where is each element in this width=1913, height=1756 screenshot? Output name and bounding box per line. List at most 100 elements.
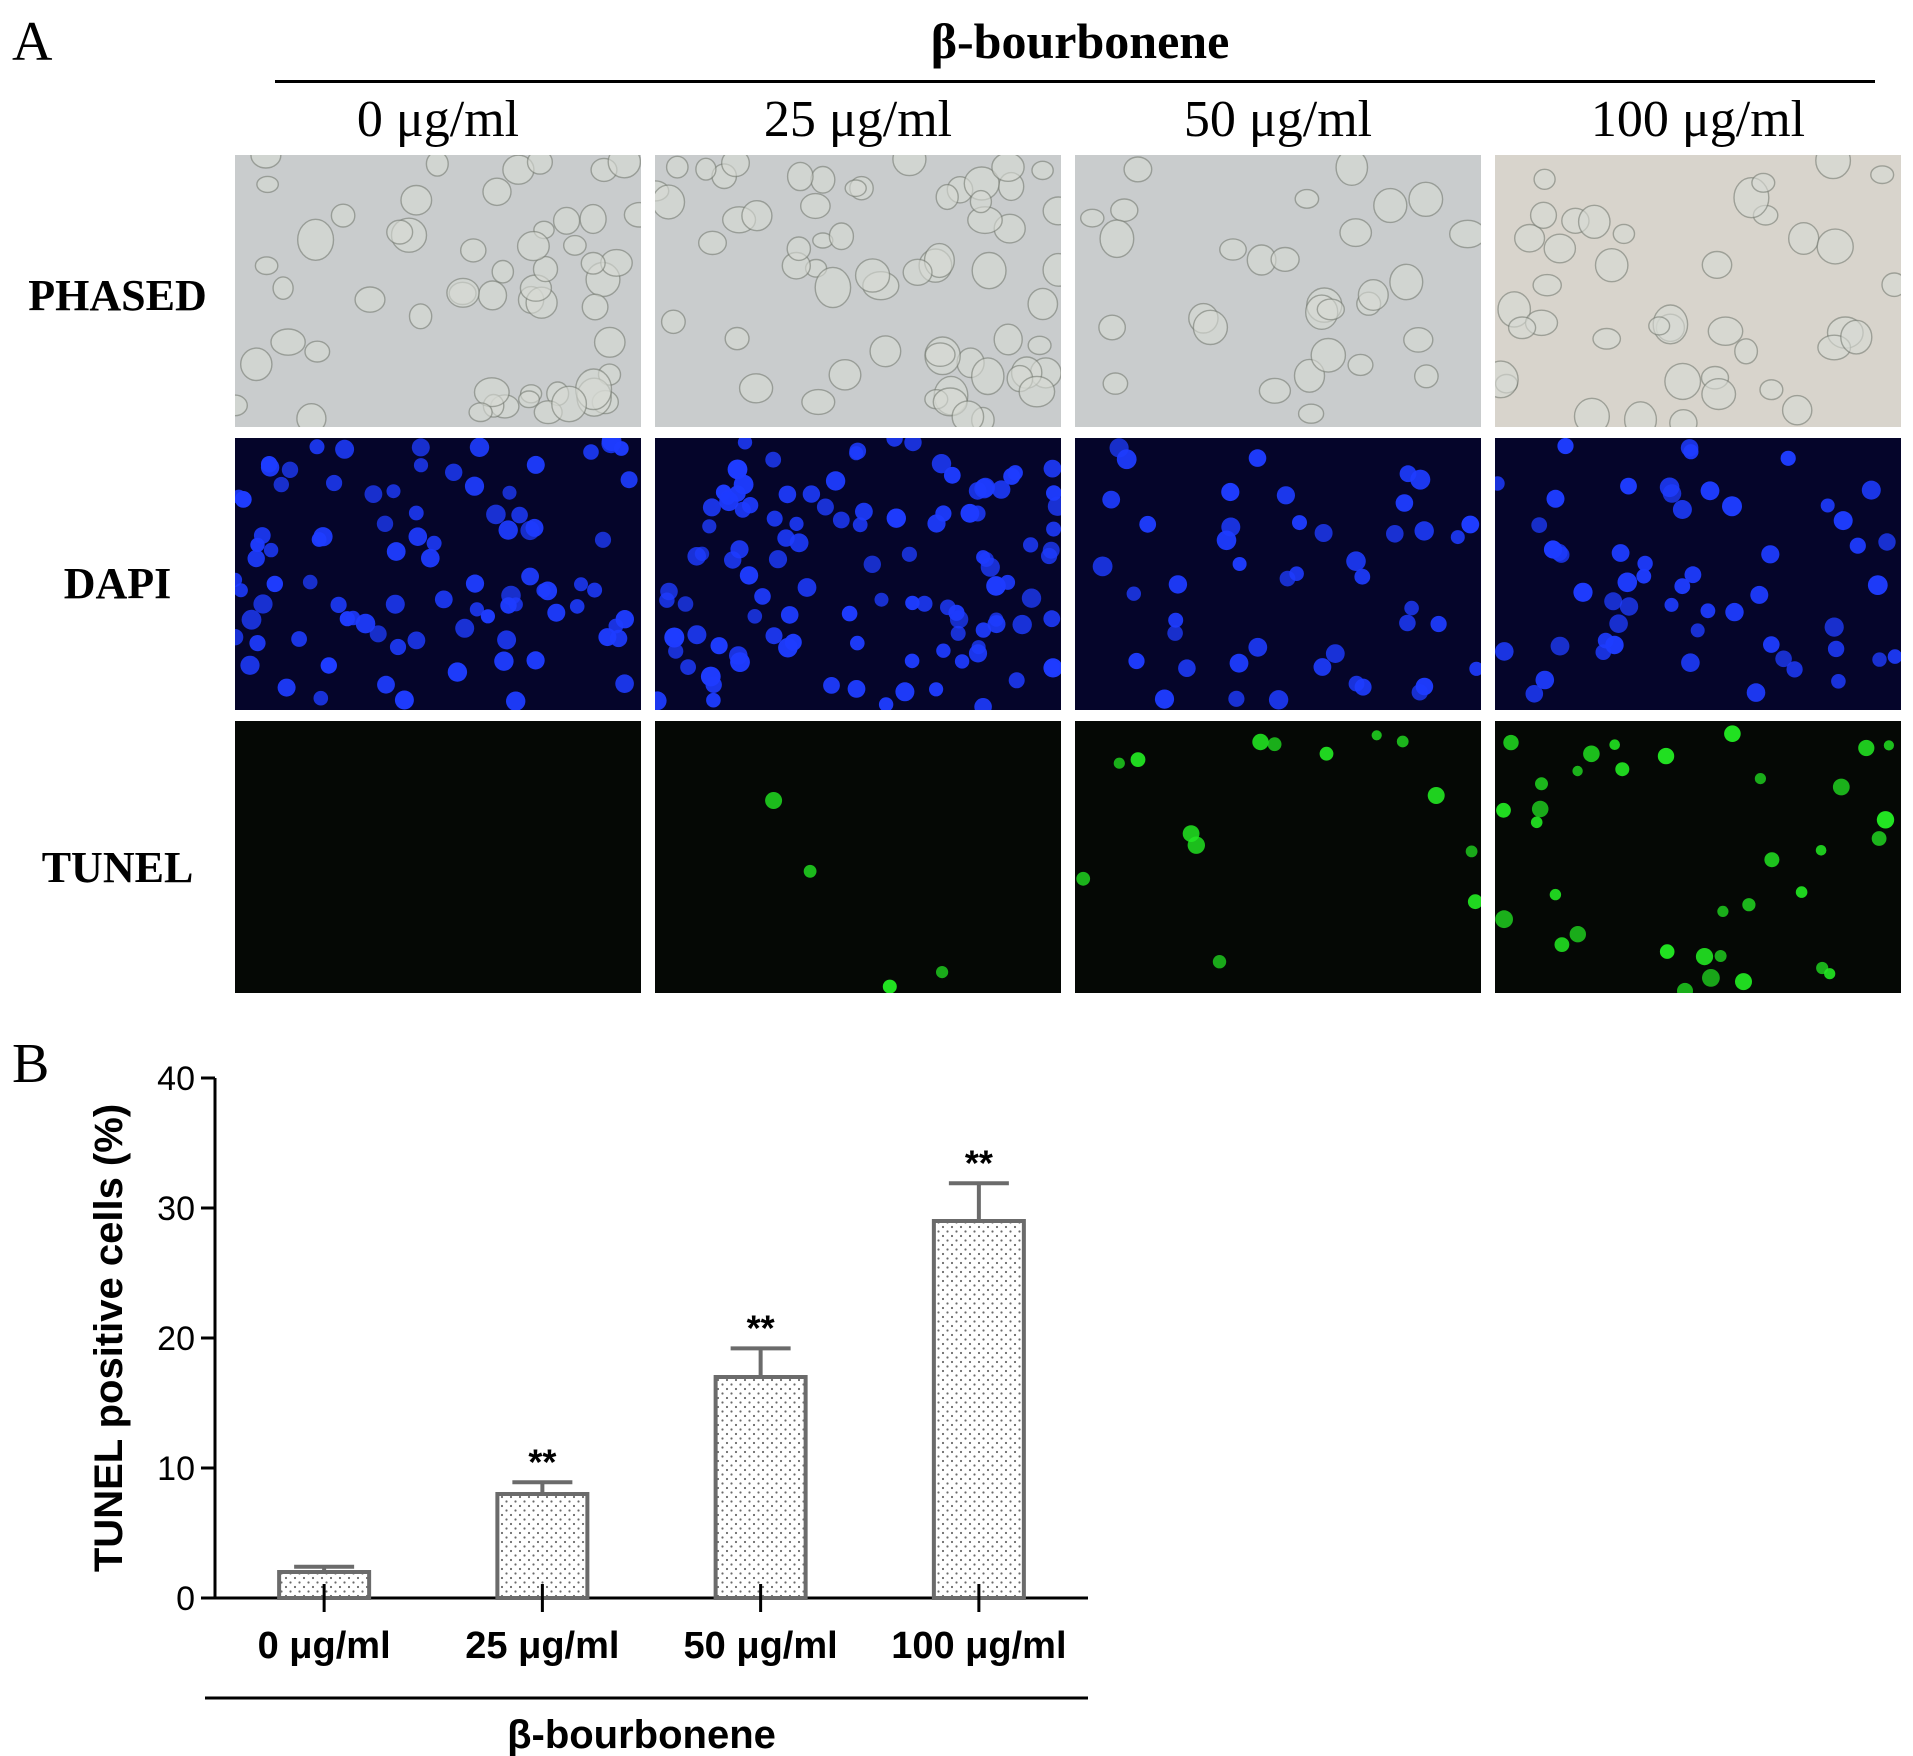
dapi-nucleus [960,503,980,523]
cell [1110,198,1139,223]
dapi-nucleus [538,581,558,601]
cell [1042,252,1061,287]
cell [1701,378,1737,411]
dapi-nucleus [364,485,383,503]
dapi-nucleus [1722,496,1742,517]
dapi-nucleus [277,678,296,697]
cell [1529,201,1558,229]
dapi-nucleus [1450,530,1465,545]
dapi-nucleus [825,471,846,491]
cell [1507,316,1537,340]
dapi-nucleus [816,498,834,516]
cell [1347,353,1374,377]
cell [1408,181,1444,217]
micrograph-dapi-50 [1075,438,1481,710]
dapi-nucleus [976,550,991,565]
cell [741,200,773,232]
tunel-positive-nucleus [1702,969,1720,987]
dapi-nucleus [598,628,617,647]
dapi-nucleus [502,485,517,500]
micrograph-tunel-50 [1075,721,1481,993]
tunel-positive-nucleus [1187,836,1205,854]
dapi-nucleus [1346,551,1366,571]
dapi-nucleus [1003,467,1021,485]
tunel-positive-nucleus [765,792,783,809]
dapi-nucleus [987,615,1006,634]
cell [1543,233,1577,264]
dapi-nucleus [886,438,903,447]
dapi-nucleus [511,506,528,524]
bar-3 [931,1219,1026,1600]
cell [1413,364,1439,389]
cell [1389,263,1424,301]
column-label-50: 50 μg/ml [1183,91,1373,148]
cell [1594,247,1629,283]
dapi-nucleus [832,511,850,529]
dapi-nucleus [1780,450,1796,466]
x-tick-label-3: 100 μg/ml [891,1625,1066,1667]
dapi-nucleus [1047,496,1061,516]
cell [810,165,836,194]
dapi-nucleus [1495,476,1505,491]
dapi-nucleus [1292,515,1307,531]
micrograph-tunel-100 [1495,721,1901,993]
micrograph-tunel-0 [235,721,641,993]
dapi-nucleus [1228,690,1245,707]
dapi-nucleus [777,529,795,547]
dapi-nucleus [1786,661,1803,678]
dapi-nucleus [677,596,694,612]
cell [1219,238,1247,261]
dapi-nucleus [730,540,749,559]
dapi-nucleus [1775,650,1792,668]
dapi-nucleus [737,438,753,450]
dapi-nucleus [950,625,966,641]
dapi-nucleus [1354,678,1372,696]
dapi-nucleus [1861,480,1881,500]
dapi-nucleus [754,588,771,605]
y-axis-label: TUNEL positive cells (%) [87,1104,131,1572]
dapi-nucleus [901,546,917,562]
tunel-positive-nucleus [1496,802,1511,818]
dapi-nucleus [1867,575,1888,595]
dapi-nucleus [778,637,798,658]
dapi-nucleus [954,654,970,669]
dapi-nucleus [1248,637,1268,657]
dapi-nucleus [802,485,821,503]
cell [354,286,386,313]
cell [786,161,814,192]
cell [581,293,609,321]
dapi-nucleus [1178,659,1196,677]
dapi-nucleus [727,459,748,480]
treatment-title: β-bourbonene [930,13,1230,69]
dapi-nucleus [521,567,539,586]
dapi-nucleus [547,603,566,622]
dapi-nucleus [660,582,678,601]
dapi-nucleus [1395,494,1414,512]
cell [446,277,480,308]
tunel-positive-nucleus [1883,740,1894,751]
cell [1592,327,1622,350]
dapi-nucleus [330,596,347,613]
cell [738,373,774,404]
dapi-nucleus [1415,677,1434,696]
dapi-nucleus [1154,689,1175,709]
dapi-nucleus [1109,438,1129,458]
x-tick-label-2: 50 μg/ml [684,1625,838,1667]
tunel-positive-nucleus [1535,777,1548,791]
dapi-nucleus [464,476,485,496]
dapi-nucleus [620,471,638,489]
y-tick-label-0: 0 [176,1580,195,1618]
micrograph-dapi-100 [1495,438,1901,710]
dapi-nucleus [1126,586,1141,601]
cell [270,328,306,356]
dapi-nucleus [1232,557,1247,571]
cell [844,179,867,198]
dapi-nucleus [1611,544,1630,562]
dapi-nucleus [500,597,517,614]
dapi-nucleus [710,637,728,655]
cell [1573,397,1610,427]
dapi-nucleus [729,646,748,665]
cell [814,266,852,309]
cell [408,303,433,330]
dapi-nucleus [1824,617,1844,637]
